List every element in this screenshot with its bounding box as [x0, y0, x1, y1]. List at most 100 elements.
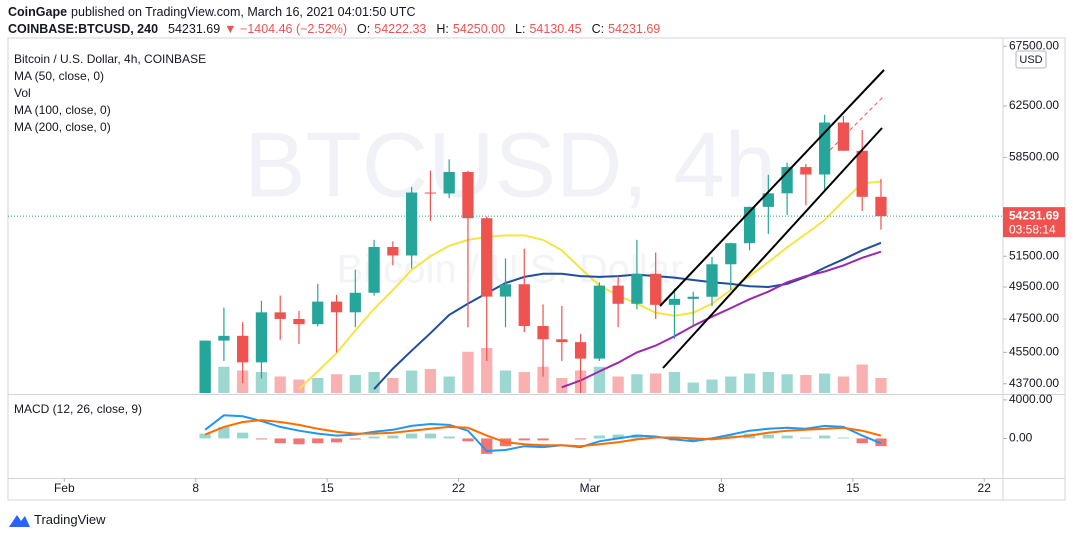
- histogram-bar: [274, 438, 286, 444]
- logo: [9, 515, 30, 527]
- ohlc-value: 54231.69: [608, 22, 661, 36]
- volume-bar: [387, 378, 399, 393]
- volume-bar: [462, 351, 474, 393]
- candle-body: [574, 342, 587, 359]
- volume-bar: [875, 378, 887, 393]
- legend-entry: MA (100, close, 0): [14, 103, 111, 117]
- histogram-bar: [312, 438, 324, 444]
- line-series: [204, 414, 882, 453]
- histogram-bar: [237, 432, 249, 439]
- volume-bar: [668, 372, 681, 393]
- legend-entry: MA (50, close, 0): [14, 69, 104, 83]
- volume-bar: [406, 370, 418, 393]
- y-tick-label: 62500.00: [1009, 98, 1059, 112]
- y-tick-label: 4000.00: [1009, 392, 1053, 406]
- channel-line: [662, 127, 883, 369]
- x-tick-label: Feb: [54, 481, 75, 495]
- channel-line: [659, 69, 885, 307]
- histogram-bar: [443, 436, 455, 439]
- volume-bar: [349, 375, 361, 393]
- symbol: COINBASE:BTCUSD, 240: [8, 22, 159, 36]
- y-tick-label: 49500.00: [1009, 279, 1059, 293]
- currency-box: [1015, 50, 1047, 69]
- volume-bar: [518, 372, 530, 393]
- candle-body: [443, 171, 455, 194]
- candle-body: [499, 284, 512, 297]
- histogram-bar: [837, 437, 850, 439]
- histogram-bar: [330, 438, 343, 443]
- histogram-bar: [593, 435, 605, 439]
- histogram-bar: [406, 433, 418, 439]
- histogram-bar: [687, 438, 699, 442]
- ohlc-label: C:: [591, 22, 605, 36]
- publisher: CoinGape: [8, 5, 68, 19]
- volume-bar: [293, 379, 305, 393]
- candle-body: [218, 335, 230, 341]
- legend-entry: MA (200, close, 0): [14, 120, 111, 134]
- candle-body: [631, 273, 643, 304]
- y-tick-label: 43700.00: [1009, 376, 1059, 390]
- volume-bar: [368, 372, 380, 393]
- volume-bar: [481, 348, 493, 393]
- volume-bar: [856, 364, 868, 393]
- published: published on TradingView.com, March 16, …: [71, 5, 416, 19]
- logo-icon: [9, 515, 30, 527]
- y-tick-label: 0.00: [1009, 431, 1033, 445]
- y-tick-label: 51500.00: [1009, 248, 1059, 262]
- candle-body: [687, 296, 699, 299]
- volume-bar: [255, 372, 268, 393]
- volume-bar: [800, 375, 812, 393]
- volume-bar: [443, 376, 455, 393]
- candle-body: [349, 292, 361, 313]
- volume-bar: [274, 376, 286, 393]
- y-tick-label: 58500.00: [1009, 150, 1059, 164]
- legend: Bitcoin / U.S. Dollar, 4h, COINBASE MA (…: [14, 52, 206, 416]
- candle-body: [481, 218, 493, 297]
- last-price-label: 54231.69: [1009, 208, 1059, 222]
- legend-title: Bitcoin / U.S. Dollar, 4h, COINBASE: [14, 52, 206, 66]
- candle-body: [255, 312, 268, 363]
- volume-bar: [612, 376, 624, 393]
- histogram-bar: [800, 437, 812, 439]
- histogram-bar: [255, 438, 268, 440]
- trend-drawings: [659, 69, 885, 369]
- volume-bar: [537, 366, 549, 393]
- currency: USD: [1019, 54, 1042, 66]
- candle-body: [875, 196, 887, 217]
- candle-body: [612, 285, 624, 304]
- chart-frame: [7, 37, 1066, 501]
- candle-body: [593, 285, 605, 359]
- countdown: 03:58:14: [1009, 222, 1056, 236]
- macd-pane: [199, 414, 887, 454]
- footer: TradingView: [34, 512, 106, 527]
- histogram-bar: [424, 433, 437, 439]
- histogram-bar: [462, 438, 474, 442]
- candle-body: [556, 339, 568, 343]
- candle-body: [781, 167, 793, 194]
- histogram-bar: [293, 438, 305, 445]
- volume-bar: [631, 374, 643, 393]
- histogram-bar: [856, 438, 868, 444]
- symbol-line: COINBASE:BTCUSD, 240 54231.69 ▼ −1404.46…: [8, 22, 660, 36]
- candle-body: [406, 192, 418, 256]
- histogram-bar: [574, 438, 587, 440]
- volume-bar: [725, 376, 737, 393]
- histogram-bar: [218, 426, 230, 439]
- histogram-bar: [537, 438, 549, 441]
- line-series: [561, 250, 882, 389]
- x-tick-label: 15: [320, 481, 334, 495]
- histogram-bar: [349, 438, 361, 440]
- ohlc-value: 54222.33: [374, 22, 427, 36]
- volume-bar: [650, 373, 662, 393]
- main-pane: [8, 114, 1003, 393]
- axes: 67500.00 62500.00 58500.00 51500.00 49500.00…: [54, 38, 1065, 495]
- candle-body: [837, 122, 850, 151]
- candle-body: [537, 326, 549, 340]
- candle-body: [387, 246, 399, 256]
- volume-bar: [312, 378, 324, 393]
- volume-bar: [499, 370, 512, 393]
- volume-bar: [781, 374, 793, 393]
- ohlc-label: L:: [515, 22, 526, 36]
